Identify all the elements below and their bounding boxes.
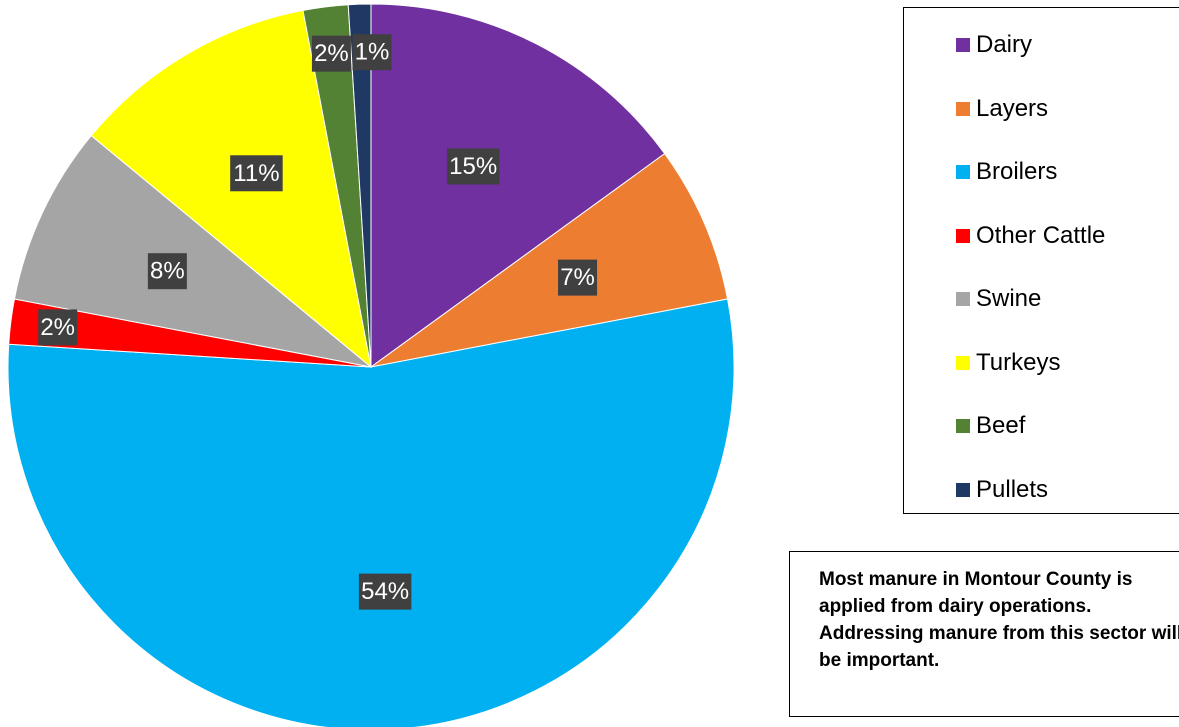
legend-label: Other Cattle bbox=[976, 221, 1106, 249]
pie-chart: 15%7%54%2%8%11%2% 1% bbox=[7, 3, 735, 727]
legend-label: Beef bbox=[976, 412, 1026, 439]
data-label-text: 11% bbox=[233, 160, 279, 187]
legend-swatch bbox=[956, 228, 970, 243]
legend-item-other-cattle: Other Cattle bbox=[956, 221, 1105, 251]
legend-item-swine: Swine bbox=[956, 284, 1041, 314]
pie-slice-pullets bbox=[347, 3, 372, 368]
data-label-box bbox=[38, 309, 78, 346]
data-label-text: 54% bbox=[361, 578, 409, 605]
data-label-text: 2% bbox=[314, 40, 349, 67]
data-label-box bbox=[147, 253, 187, 290]
legend-swatch bbox=[956, 165, 970, 179]
legend-swatch bbox=[956, 101, 970, 116]
legend-item-layers: Layers bbox=[956, 94, 1048, 124]
data-label-other-cattle: 2% bbox=[38, 309, 78, 346]
data-label-box bbox=[558, 259, 598, 296]
legend-swatch bbox=[956, 292, 970, 306]
data-label-text: 1% bbox=[355, 39, 390, 66]
pie-slice-swine bbox=[13, 134, 372, 368]
note-text: Most manure in Montour County is applied… bbox=[819, 569, 1179, 671]
legend-label: Swine bbox=[976, 285, 1042, 312]
legend-item-turkeys: Turkeys bbox=[956, 348, 1060, 378]
data-label-dairy: 15% bbox=[446, 148, 500, 185]
legend-item-dairy: Dairy bbox=[956, 30, 1032, 60]
pie-slice-broilers bbox=[7, 298, 735, 727]
legend-swatch bbox=[956, 38, 970, 52]
data-label-box bbox=[352, 34, 392, 71]
pie-slice-dairy bbox=[370, 3, 666, 368]
data-label-box bbox=[230, 155, 283, 192]
data-label-pullets: 1% bbox=[352, 34, 392, 71]
legend-label: Layers bbox=[976, 94, 1049, 122]
data-label-box bbox=[311, 35, 351, 72]
legend-label: Pullets bbox=[976, 475, 1049, 503]
note-box: Most manure in Montour County is applied… bbox=[789, 551, 1179, 717]
legend-item-broilers: Broilers bbox=[956, 157, 1057, 187]
data-label-layers: 7% bbox=[558, 259, 598, 296]
pie-slice-layers bbox=[370, 152, 729, 368]
data-label-text: 8% bbox=[150, 258, 185, 285]
data-label-turkeys: 11% bbox=[230, 155, 283, 192]
data-label-box bbox=[358, 573, 412, 610]
data-label-broilers: 54% bbox=[358, 573, 412, 610]
data-label-box bbox=[446, 148, 500, 185]
chart-legend: Dairy Layers Broilers Other Cattle Swine Turk… bbox=[903, 7, 1179, 514]
legend-label: Turkeys bbox=[976, 348, 1061, 376]
legend-item-pullets: Pullets bbox=[956, 475, 1048, 505]
legend-swatch bbox=[956, 355, 970, 370]
data-label-text: 7% bbox=[560, 264, 595, 291]
legend-label: Broilers bbox=[976, 158, 1058, 185]
data-label-text: 15% bbox=[449, 153, 497, 180]
legend-label: Dairy bbox=[976, 31, 1033, 58]
data-label-beef: 2% bbox=[311, 35, 351, 72]
data-label-swine: 8% bbox=[147, 253, 187, 290]
legend-swatch bbox=[956, 419, 970, 433]
data-label-text: 2% bbox=[40, 314, 75, 341]
legend-swatch bbox=[956, 482, 970, 497]
legend-item-beef: Beef bbox=[956, 411, 1025, 441]
